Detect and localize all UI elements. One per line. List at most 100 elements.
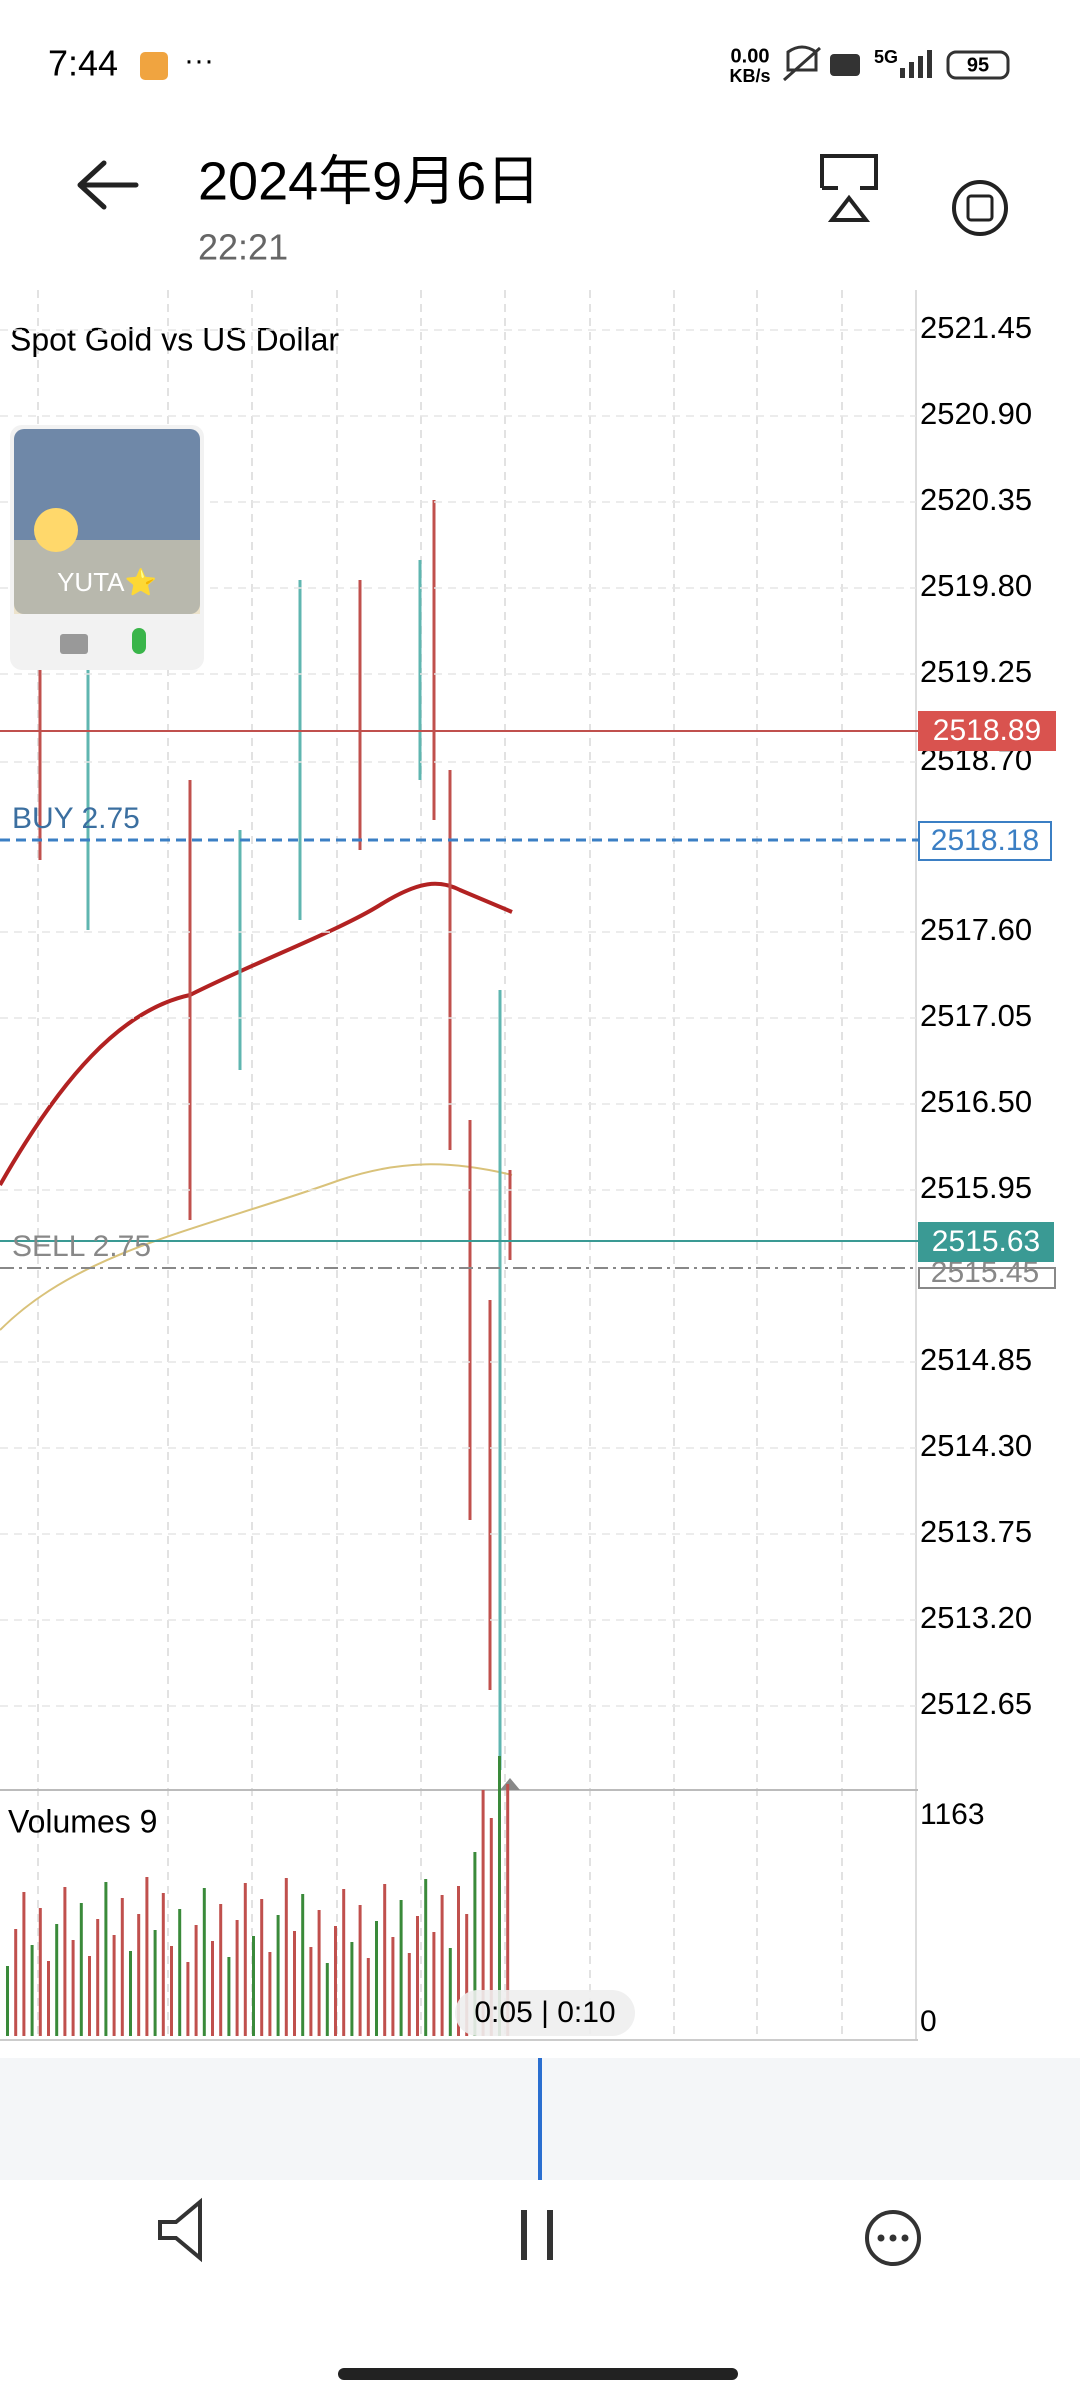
volume-button[interactable]: [158, 2197, 202, 2263]
price-label: 2520.90: [920, 396, 1032, 431]
volumes-label: Volumes 9: [8, 1803, 157, 1839]
volume-bar: [358, 1905, 362, 2036]
price-label: 2513.75: [920, 1514, 1032, 1549]
back-button[interactable]: [77, 160, 139, 210]
volume-bar: [334, 1926, 337, 2036]
volume-bar: [120, 1898, 124, 2036]
volume-max: 1163: [920, 1798, 985, 1831]
ma-slow: [0, 881, 513, 1186]
volume-bar: [178, 1909, 182, 2036]
signal-icon: [900, 50, 932, 78]
price-label: 2517.05: [920, 998, 1032, 1033]
volume-bar: [129, 1951, 132, 2036]
price-label: 2513.20: [920, 1600, 1032, 1635]
header-subtitle: 22:21: [198, 227, 288, 268]
volume-bar: [145, 1877, 149, 2036]
status-time: 7:44: [48, 43, 118, 84]
volume-bar: [276, 1915, 280, 2036]
symbol-desc: Spot Gold vs US Dollar: [10, 321, 339, 357]
volume-bar: [63, 1887, 67, 2036]
camera-icon[interactable]: [60, 634, 88, 654]
volume-bar: [38, 1908, 42, 2036]
volume-bar: [88, 1956, 91, 2036]
candles: [38, 500, 512, 1770]
volume-bar: [194, 1925, 198, 2036]
progress-time: 0:05 | 0:10: [474, 1996, 615, 2029]
volume-bar: [416, 1916, 419, 2036]
volume-bar: [284, 1878, 288, 2036]
volume-bar: [473, 1852, 477, 2036]
home-indicator: [338, 2368, 738, 2380]
volume-bar: [268, 1952, 272, 2036]
rotate-button[interactable]: [952, 180, 1008, 236]
price-label: 2517.60: [920, 912, 1032, 947]
sell-tag: [918, 1222, 1054, 1262]
price-label: 2515.95: [920, 1170, 1032, 1205]
ma-fast: [0, 1163, 513, 1331]
volume-bar: [301, 1894, 305, 2036]
volume-bar: [325, 1963, 329, 2036]
volume-bar: [375, 1921, 378, 2036]
volume-bar: [96, 1919, 100, 2036]
volume-bar: [457, 1886, 460, 2036]
more-dots-icon: [877, 2234, 909, 2242]
more-dots: ···: [184, 44, 214, 77]
mute-icon: [783, 45, 821, 82]
volume-bar: [481, 1790, 485, 2036]
volume-bar: [47, 1961, 50, 2036]
volume-bar: [14, 1929, 18, 2036]
volume-bar: [211, 1941, 214, 2036]
rotate-icon: [966, 194, 994, 222]
more-button[interactable]: [865, 2210, 921, 2266]
volume-bar: [309, 1947, 313, 2036]
volume-bar: [448, 1948, 452, 2036]
price-label: 2519.25: [920, 654, 1032, 689]
volume-bar: [153, 1930, 157, 2036]
volume-bar: [137, 1914, 141, 2036]
volume-bar: [399, 1900, 403, 2036]
volume-bar: [161, 1893, 165, 2036]
mic-icon[interactable]: [132, 628, 146, 654]
volume-bar: [112, 1935, 116, 2036]
pause-button[interactable]: [521, 2210, 553, 2260]
volume-bar: [391, 1937, 395, 2036]
bid-price: 2518.89: [933, 714, 1041, 747]
price-label: 2514.30: [920, 1428, 1032, 1463]
volume-bar: [30, 1945, 34, 2036]
volume-bar: [71, 1940, 75, 2036]
volume-bar: [489, 1818, 493, 2036]
bid-tag: [918, 711, 1056, 751]
net-speed: 0.00: [731, 45, 770, 67]
volume-bar: [243, 1883, 247, 2036]
volume-bar: [202, 1888, 206, 2036]
sell-price: 2515.63: [932, 1225, 1040, 1258]
volume-bar: [252, 1936, 255, 2036]
volume-bar: [227, 1957, 231, 2036]
volume-bar: [366, 1958, 370, 2036]
volume-bars: [6, 1756, 510, 2036]
volume-bar: [407, 1953, 411, 2036]
volume-bar: [235, 1920, 239, 2036]
volume-bar: [6, 1966, 9, 2036]
volume-bar: [465, 1914, 469, 2036]
price-label: 2519.80: [920, 568, 1032, 603]
sell-label: SELL 2.75: [12, 1230, 151, 1263]
battery-level: 95: [967, 54, 989, 76]
volume-bar: [55, 1924, 59, 2036]
header-title: 2024年9月6日: [198, 151, 540, 211]
volume-bar: [260, 1899, 264, 2036]
buy-tag: [918, 821, 1052, 861]
volume-min: 0: [920, 2005, 937, 2038]
scroll-marker: [500, 1778, 520, 1790]
volume-bar: [293, 1931, 296, 2036]
cast-button[interactable]: [820, 154, 878, 222]
volume-bar: [498, 1756, 501, 2036]
volume-bar: [350, 1942, 354, 2036]
volume-bar: [79, 1903, 83, 2036]
volume-bar: [383, 1884, 387, 2036]
avatar-snow: [14, 540, 200, 614]
overlay-name: YUTA⭐: [57, 567, 157, 597]
buy-label: BUY 2.75: [12, 802, 140, 835]
